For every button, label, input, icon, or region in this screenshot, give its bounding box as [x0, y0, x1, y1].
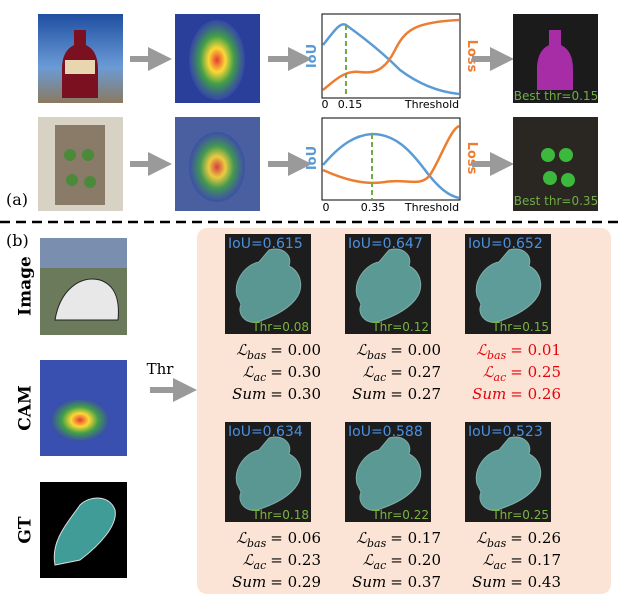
loss-symbol: Sum — [232, 573, 266, 591]
thr-label: Thr=0.25 — [491, 508, 549, 522]
row-label: Image — [16, 256, 36, 316]
best-label: Best thr=0.35 — [514, 194, 598, 208]
loss-sub: ac — [254, 559, 267, 572]
loss-line: Sum= 0.37 — [352, 573, 441, 591]
thr-label: Thr=0.15 — [491, 320, 549, 334]
axis-label: IoU — [305, 44, 320, 68]
tick-label: 0 — [323, 201, 330, 214]
loss-value: = 0.43 — [510, 573, 561, 591]
loss-symbol: Sum — [352, 385, 386, 403]
thr-label: Thr=0.18 — [251, 508, 309, 522]
part-label: (b) — [6, 231, 29, 250]
loss-line: Sum= 0.26 — [472, 385, 561, 403]
axis-label: Loss — [464, 142, 479, 175]
heat — [189, 132, 245, 202]
loss-value: = 0.20 — [390, 551, 441, 569]
part-label: (a) — [6, 190, 28, 209]
thr-label: Thr=0.22 — [371, 508, 429, 522]
row-label: GT — [16, 516, 36, 544]
axis-label: Threshold — [404, 201, 459, 214]
heat — [50, 398, 110, 442]
loss-symbol: Sum — [472, 573, 506, 591]
iou-curve — [323, 134, 459, 198]
loss-sub: ac — [254, 371, 267, 384]
iou-label: IoU=0.652 — [468, 236, 543, 252]
axis-label: Threshold — [404, 98, 459, 111]
loss-value: = 0.30 — [270, 385, 321, 403]
tick-label: 0.15 — [338, 98, 363, 111]
loss-value: = 0.00 — [270, 341, 321, 359]
loss-value: = 0.25 — [510, 363, 561, 381]
iou-label: IoU=0.647 — [348, 236, 423, 252]
figure: IoU Loss 0 0.15 Threshold Best thr=0.15 … — [0, 0, 620, 597]
loss-sub: ac — [374, 371, 387, 384]
row-label: CAM — [16, 385, 36, 431]
heat — [189, 20, 245, 100]
iou-label: IoU=0.523 — [468, 424, 543, 440]
bottle-label — [65, 60, 95, 74]
loss-value: = 0.27 — [390, 363, 441, 381]
loss-sub: bas — [487, 537, 507, 550]
loss-symbol: Sum — [232, 385, 266, 403]
tick-label: 0.35 — [361, 201, 386, 214]
loss-value: = 0.17 — [390, 529, 441, 547]
loss-sub: bas — [367, 349, 387, 362]
loss-value: = 0.23 — [270, 551, 321, 569]
axis-label: IoU — [305, 146, 320, 170]
loss-value: = 0.30 — [270, 363, 321, 381]
iou-label: IoU=0.588 — [348, 424, 423, 440]
loss-sub: bas — [247, 349, 267, 362]
loss-curve — [323, 20, 459, 90]
loss-value: = 0.26 — [510, 385, 561, 403]
loss-line: Sum= 0.29 — [232, 573, 321, 591]
loss-value: = 0.17 — [510, 551, 561, 569]
loss-line: Sum= 0.43 — [472, 573, 561, 591]
loss-symbol: Sum — [472, 385, 506, 403]
loss-line: Sum= 0.30 — [232, 385, 321, 403]
loss-sub: ac — [494, 371, 507, 384]
iou-label: IoU=0.634 — [228, 424, 303, 440]
iou-label: IoU=0.615 — [228, 236, 303, 252]
loss-line: Sum= 0.27 — [352, 385, 441, 403]
tick-label: 0 — [322, 98, 329, 111]
thr-label: Thr=0.12 — [371, 320, 429, 334]
arrow-label: Thr — [147, 360, 175, 378]
loss-value: = 0.29 — [270, 573, 321, 591]
loss-value: = 0.01 — [510, 341, 561, 359]
loss-value: = 0.00 — [390, 341, 441, 359]
loss-sub: bas — [247, 537, 267, 550]
thr-label: Thr=0.08 — [251, 320, 309, 334]
loss-value: = 0.27 — [390, 385, 441, 403]
loss-symbol: Sum — [352, 573, 386, 591]
row-a1: IoU Loss 0 0.15 Threshold Best thr=0.15 — [38, 14, 598, 111]
row-a2: IoU Loss 0 0.35 Threshold Best thr=0.35 — [38, 117, 598, 214]
loss-sub: ac — [374, 559, 387, 572]
loss-sub: bas — [487, 349, 507, 362]
shelf — [55, 125, 105, 205]
loss-value: = 0.37 — [390, 573, 441, 591]
loss-sub: ac — [494, 559, 507, 572]
loss-sub: bas — [367, 537, 387, 550]
loss-curve — [323, 126, 459, 183]
loss-value: = 0.26 — [510, 529, 561, 547]
best-label: Best thr=0.15 — [514, 89, 598, 103]
loss-value: = 0.06 — [270, 529, 321, 547]
